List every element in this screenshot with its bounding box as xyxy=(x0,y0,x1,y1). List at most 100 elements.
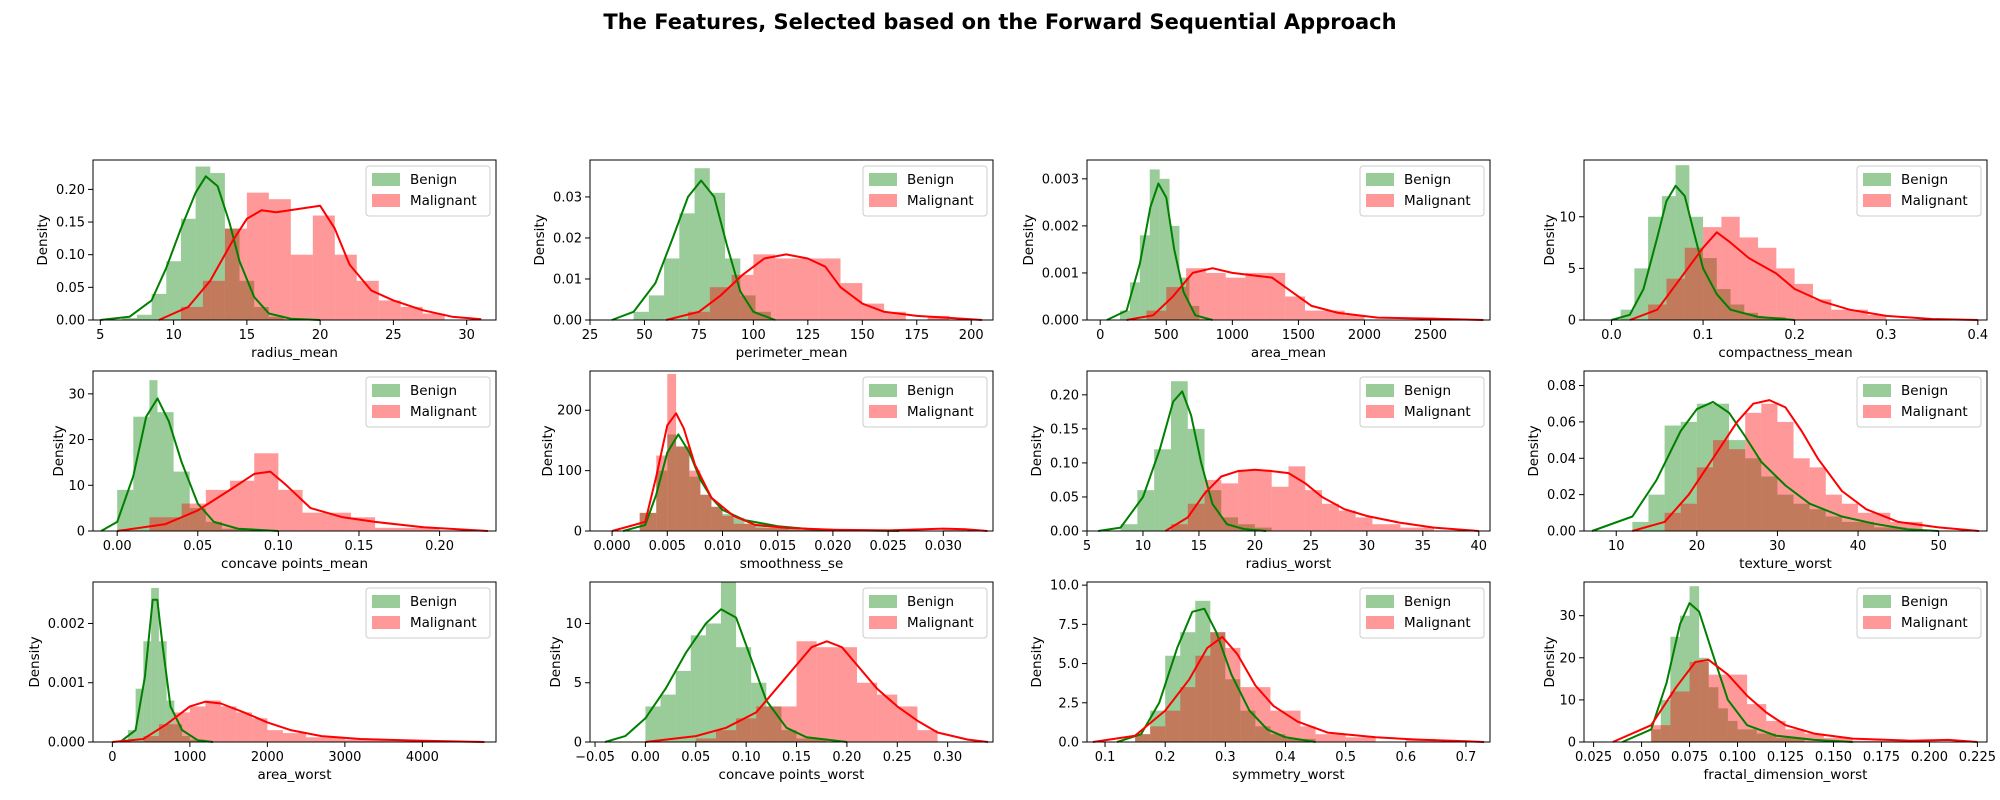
y-tick-label: 0.10 xyxy=(1050,456,1079,471)
x-tick-label: 1000 xyxy=(1216,328,1249,343)
hist-bar xyxy=(157,412,174,531)
hist-bar xyxy=(775,258,797,320)
hist-bar xyxy=(1858,512,1891,531)
hist-bar xyxy=(1120,524,1138,531)
hist-bar xyxy=(1322,503,1339,531)
legend-swatch-malignant xyxy=(372,405,400,418)
hist-bar xyxy=(1632,521,1649,531)
hist-bar xyxy=(645,706,661,742)
hist-bar xyxy=(675,670,691,742)
hist-bar xyxy=(1221,483,1239,531)
kde-line-benign xyxy=(1106,182,1213,321)
y-tick-label: 0.15 xyxy=(1050,422,1079,437)
hist-bar xyxy=(1324,310,1345,320)
hist-bar xyxy=(816,647,837,742)
hist-bar xyxy=(180,218,196,320)
x-tick-label: 0.2 xyxy=(1155,750,1176,765)
legend-label-benign: Benign xyxy=(907,594,954,610)
legend-frame xyxy=(1359,376,1485,428)
hist-bar xyxy=(1831,309,1850,320)
y-tick-label: 5 xyxy=(1568,262,1576,277)
hist-bar xyxy=(731,274,754,320)
x-tick-label: 175 xyxy=(904,328,929,343)
hist-malignant xyxy=(1651,662,1930,742)
hist-bar xyxy=(1238,469,1255,531)
legend-swatch-malignant xyxy=(372,616,400,629)
hist-bar xyxy=(268,199,291,320)
hist-bar xyxy=(400,306,423,320)
y-tick-label: 0.000 xyxy=(1042,314,1079,329)
subplot-11: 0.1 0.2 0.3 0.4 0.5 0.6 0.7 0.0 2.5 5.0 7.5 10.0 sym… xyxy=(1029,579,1491,783)
hist-bar xyxy=(836,647,857,742)
x-tick-label: 0.150 xyxy=(1815,750,1852,765)
x-tick-label: 50 xyxy=(1930,539,1947,554)
hist-bar xyxy=(1756,733,1776,742)
hist-bar xyxy=(1345,737,1376,742)
hist-bar xyxy=(1165,710,1181,742)
legend-frame xyxy=(1856,376,1982,428)
hist-bar xyxy=(1804,733,1824,742)
hist-bar xyxy=(1699,657,1709,742)
y-tick-label: 0.05 xyxy=(56,281,85,296)
y-tick-label: 0.002 xyxy=(48,617,85,632)
hist-bar xyxy=(818,258,841,320)
hist-bar xyxy=(135,688,144,742)
legend: Benign Malignant xyxy=(1359,376,1485,428)
x-axis-label: symmetry_worst xyxy=(1232,767,1344,783)
y-axis-label: Density xyxy=(35,214,51,265)
x-axis-label: compactness_mean xyxy=(1718,345,1852,361)
hist-bar xyxy=(733,517,745,531)
hist-bar xyxy=(1679,615,1690,742)
kde-line-benign xyxy=(100,175,321,321)
y-tick-label: 0.02 xyxy=(1547,488,1576,503)
legend-label-malignant: Malignant xyxy=(1901,404,1968,420)
hist-bar xyxy=(689,476,701,531)
legend-swatch-malignant xyxy=(1863,405,1891,418)
legend-swatch-benign xyxy=(372,595,400,608)
legend-swatch-malignant xyxy=(1366,405,1394,418)
hist-bar xyxy=(267,730,283,742)
legend: Benign Malignant xyxy=(365,376,491,428)
hist-bar xyxy=(166,261,181,320)
x-tick-label: 5 xyxy=(96,328,104,343)
hist-bar xyxy=(897,706,918,742)
y-tick-label: 0 xyxy=(1568,736,1576,751)
y-tick-label: 200 xyxy=(557,404,582,419)
hist-bar xyxy=(1305,490,1323,531)
legend-frame xyxy=(1359,165,1485,217)
hist-bar xyxy=(1890,521,1923,531)
y-tick-label: 10 xyxy=(68,479,85,494)
y-tick-label: 0.03 xyxy=(553,190,582,205)
hist-bar xyxy=(344,739,392,742)
hist-bar xyxy=(1689,216,1704,320)
x-tick-label: 0.005 xyxy=(649,539,686,554)
x-tick-label: 0.25 xyxy=(883,750,912,765)
legend-swatch-malignant xyxy=(869,405,897,418)
hist-bar xyxy=(1809,467,1826,531)
legend-frame xyxy=(1856,587,1982,639)
hist-bar xyxy=(1372,524,1401,531)
hist-bar xyxy=(633,311,649,320)
legend-label-benign: Benign xyxy=(1901,594,1948,610)
legend-label-malignant: Malignant xyxy=(1404,193,1471,209)
hist-bar xyxy=(1150,710,1166,742)
hist-bar xyxy=(1708,687,1719,742)
hist-bar xyxy=(1825,516,1842,531)
hist-bar xyxy=(744,523,767,531)
x-tick-label: 0.10 xyxy=(264,539,293,554)
hist-bar xyxy=(736,718,757,742)
y-axis-label: Density xyxy=(1526,425,1542,476)
x-tick-label: 30 xyxy=(458,328,475,343)
hist-bar xyxy=(1712,440,1730,531)
hist-bar xyxy=(705,623,721,742)
y-tick-label: 0.02 xyxy=(553,231,582,246)
kde-line-benign xyxy=(1098,390,1267,532)
x-tick-label: 0.15 xyxy=(345,539,374,554)
legend-label-benign: Benign xyxy=(907,172,954,188)
hist-bar xyxy=(224,228,240,320)
x-axis-label: fractal_dimension_worst xyxy=(1704,767,1868,783)
hist-benign xyxy=(117,380,247,531)
hist-bar xyxy=(117,489,134,531)
y-axis-label: Density xyxy=(51,425,67,476)
hist-bar xyxy=(1195,600,1211,742)
